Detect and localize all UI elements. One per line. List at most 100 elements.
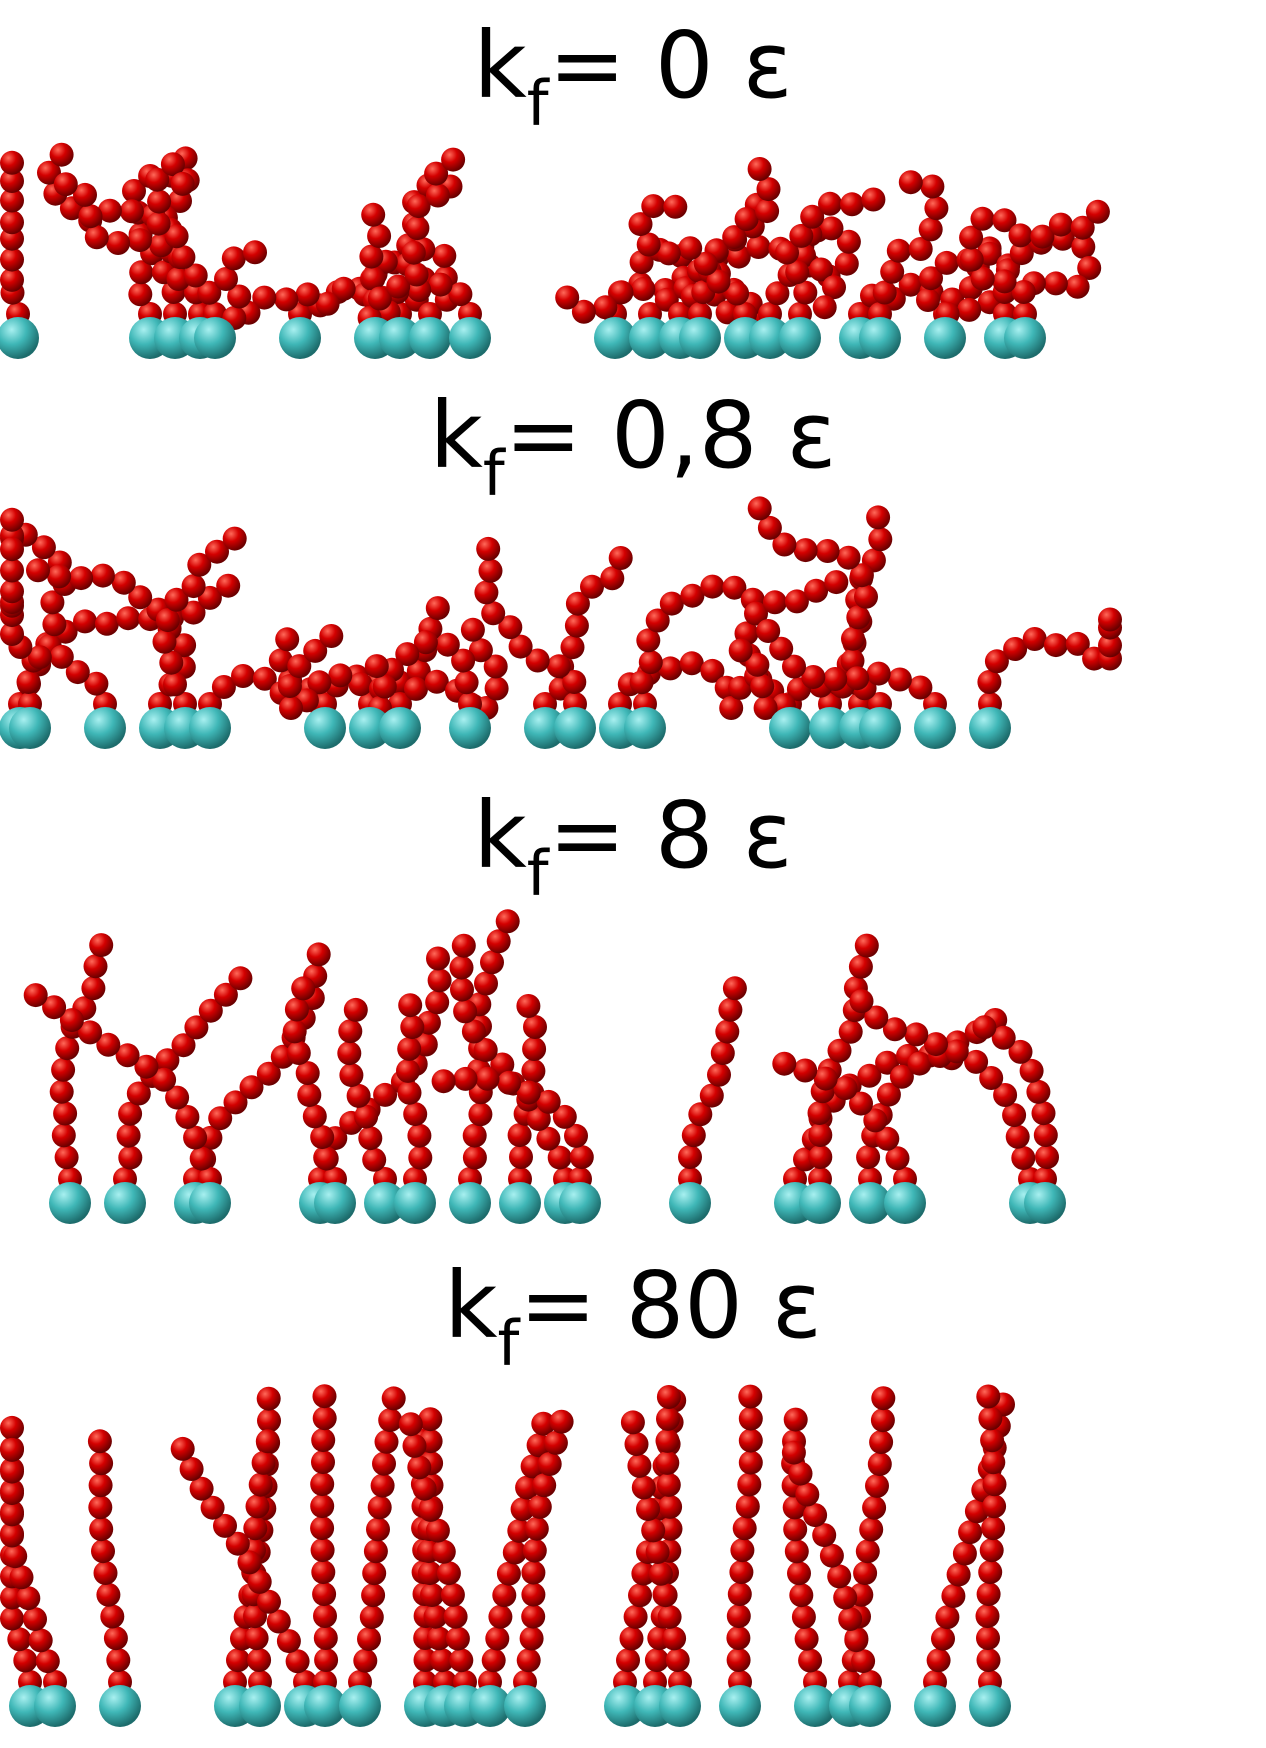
monomer-bead: [402, 1433, 427, 1458]
monomer-bead: [555, 285, 580, 310]
monomer-bead: [663, 194, 688, 219]
monomer-bead: [822, 275, 846, 300]
monomer-bead: [378, 1408, 403, 1433]
monomer-bead: [164, 224, 189, 249]
monomer-bead: [0, 169, 24, 193]
anchor-bead: [799, 1182, 841, 1224]
monomer-bead: [784, 1539, 809, 1564]
monomer-bead: [354, 1104, 379, 1129]
monomer-bead: [836, 545, 861, 570]
monomer-bead: [88, 1473, 113, 1498]
anchor-bead: [304, 707, 346, 749]
monomer-bead: [189, 1146, 214, 1171]
monomer-bead: [645, 1540, 670, 1564]
monomer-bead: [975, 1604, 1000, 1629]
monomer-bead: [37, 160, 61, 185]
monomer-bead: [160, 152, 185, 177]
monomer-bead: [0, 579, 24, 604]
monomer-bead: [737, 1472, 762, 1497]
monomer-bead: [328, 663, 353, 688]
monomer-bead: [404, 676, 428, 701]
monomer-bead: [225, 1531, 250, 1556]
monomer-bead: [363, 1539, 388, 1564]
monomer-bead: [87, 1429, 112, 1454]
monomer-bead: [266, 1609, 291, 1634]
monomer-bead: [297, 1083, 322, 1108]
monomer-bead: [849, 989, 874, 1014]
anchor-bead: [849, 1182, 891, 1224]
monomer-bead: [982, 1472, 1007, 1497]
monomer-bead: [406, 194, 431, 219]
monomer-bead: [1085, 199, 1110, 224]
monomer-bead: [468, 638, 493, 663]
monomer-bead: [171, 1033, 196, 1058]
monomer-bead: [898, 170, 923, 195]
monomer-bead: [747, 496, 772, 521]
monomer-bead: [359, 244, 384, 269]
monomer-bead: [245, 1494, 270, 1519]
monomer-bead: [738, 1428, 763, 1453]
monomer-bead: [310, 1494, 335, 1519]
monomer-bead: [1009, 241, 1034, 266]
monomer-bead: [89, 1451, 114, 1476]
monomer-bead: [31, 535, 56, 560]
monomer-bead: [0, 267, 24, 292]
anchor-bead: [49, 1182, 91, 1224]
monomer-bead: [451, 648, 476, 673]
monomer-bead: [798, 1648, 823, 1673]
monomer-bead: [171, 245, 196, 270]
monomer-bead: [678, 236, 703, 261]
monomer-bead: [386, 274, 411, 299]
monomer-bead: [490, 1052, 515, 1077]
monomer-bead: [756, 177, 781, 202]
anchor-bead: [809, 707, 851, 749]
monomer-bead: [609, 280, 634, 305]
monomer-bead: [789, 223, 814, 248]
monomer-bead: [516, 1648, 541, 1673]
monomer-bead: [53, 172, 78, 197]
monomer-bead: [78, 204, 103, 229]
monomer-bead: [474, 971, 498, 996]
monomer-bead: [907, 1051, 932, 1076]
monomer-bead: [460, 617, 485, 642]
monomer-bead: [564, 613, 589, 638]
monomer-bead: [0, 1415, 24, 1440]
monomer-bead: [648, 1561, 673, 1586]
monomer-bead: [537, 1452, 562, 1476]
monomer-bead: [257, 1408, 281, 1433]
monomer-bead: [147, 189, 172, 214]
monomer-bead: [808, 1145, 833, 1169]
monomer-bead: [706, 269, 731, 294]
monomer-bead: [331, 276, 356, 301]
anchor-bead: [884, 1182, 926, 1224]
monomer-bead: [152, 629, 177, 654]
monomer-bead: [916, 288, 940, 312]
monomer-bead: [655, 1428, 680, 1453]
monomer-bead: [495, 909, 520, 934]
monomer-bead: [952, 1541, 977, 1566]
monomer-bead: [315, 291, 340, 316]
monomer-bead: [49, 644, 74, 669]
monomer-bead: [106, 1648, 131, 1673]
monomer-bead: [571, 299, 596, 324]
monomer-bead: [40, 590, 65, 615]
monomer-bead: [3, 1544, 28, 1569]
anchor-bead: [859, 707, 901, 749]
monomer-bead: [732, 1516, 757, 1541]
monomer-bead: [183, 263, 208, 288]
monomer-bead: [824, 570, 849, 595]
monomer-bead: [418, 1497, 443, 1522]
monomer-bead: [657, 1604, 682, 1629]
monomer-bead: [93, 1561, 118, 1585]
monomer-bead: [744, 601, 768, 626]
monomer-bead: [812, 1523, 837, 1548]
panel-title-kf-8: kf= 8 ε: [473, 782, 793, 910]
monomer-bead: [970, 206, 995, 231]
monomer-bead: [89, 933, 114, 958]
monomer-bead: [992, 269, 1017, 294]
monomer-bead: [765, 281, 790, 306]
anchor-bead: [9, 707, 51, 749]
monomer-bead: [226, 1648, 250, 1673]
monomer-bead: [295, 1061, 320, 1086]
anchor-bead: [794, 1685, 836, 1727]
